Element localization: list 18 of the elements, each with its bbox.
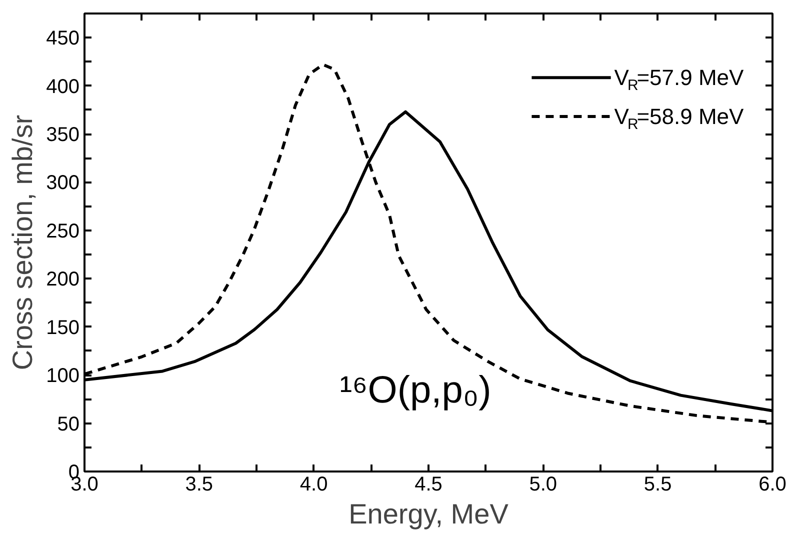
y-tick-label: 400 bbox=[46, 76, 80, 98]
annotation: ¹⁶O(p,p₀) bbox=[340, 370, 492, 412]
x-tick-label: 4.5 bbox=[414, 474, 442, 496]
y-tick-label: 100 bbox=[46, 365, 80, 388]
y-tick-label: 350 bbox=[46, 124, 80, 146]
y-tick-label: 150 bbox=[46, 316, 80, 339]
x-tick-label: 5.5 bbox=[644, 474, 672, 496]
y-axis-title: Cross section, mb/sr bbox=[7, 114, 38, 370]
y-tick-label: 300 bbox=[46, 172, 80, 194]
x-tick-label: 4.0 bbox=[300, 474, 328, 496]
y-tick-label: 450 bbox=[46, 28, 80, 50]
x-tick-label: 3.5 bbox=[185, 474, 214, 496]
x-tick-label: 5.0 bbox=[529, 474, 558, 496]
y-tick-label: 50 bbox=[57, 413, 80, 436]
x-tick-label: 6.0 bbox=[758, 474, 786, 496]
y-tick-label: 250 bbox=[46, 220, 80, 242]
x-axis-title: Energy, MeV bbox=[348, 498, 509, 530]
y-tick-label: 200 bbox=[46, 268, 80, 291]
